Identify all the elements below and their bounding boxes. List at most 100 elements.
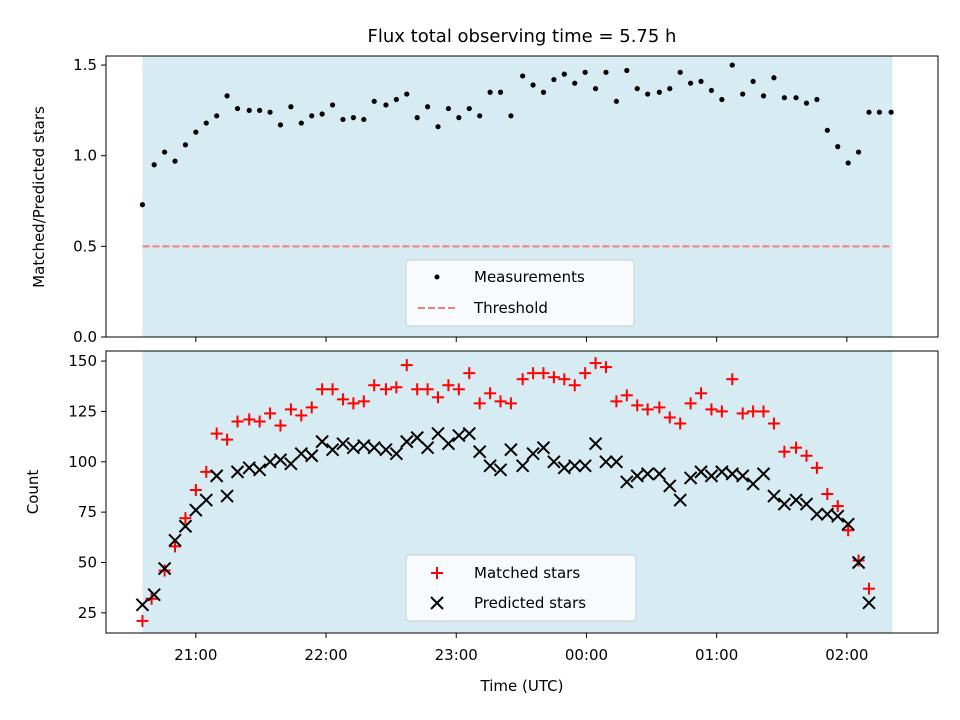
measurement-point [876, 109, 883, 115]
predicted-star-point [462, 426, 476, 441]
matched-star-point [326, 383, 339, 396]
measurement-point [246, 107, 252, 113]
matched-star-point [284, 403, 297, 416]
matched-star-point [778, 445, 791, 458]
measurement-point [613, 98, 619, 104]
measurement-point [350, 115, 356, 121]
bottom-panel-frame [105, 350, 939, 634]
measurement-point [487, 89, 493, 95]
measurement-point [298, 120, 304, 126]
matched-star-point [537, 367, 550, 380]
measurement-point [740, 91, 746, 97]
top-panel-ratio: 0.0 0.5 1.0 1.5 Matched/Predicted stars Mea… [30, 55, 939, 346]
predicted-star-point [325, 442, 340, 457]
measurement-point [729, 62, 735, 68]
y-tick-label: 0.5 [73, 237, 97, 255]
measurement-point [835, 144, 841, 150]
measurement-point [677, 69, 683, 75]
measurement-point [845, 160, 851, 166]
measurement-point [540, 89, 547, 95]
measurement-point [319, 111, 325, 117]
matched-star-point [736, 407, 749, 420]
matched-star-point [695, 387, 708, 400]
predicted-star-point [746, 477, 760, 491]
measurement-point [161, 149, 168, 155]
measurement-point [888, 109, 894, 115]
bottom-legend: Matched stars Predicted stars [405, 554, 637, 622]
measurement-point [561, 71, 567, 77]
top-legend: Measurements Threshold [405, 259, 635, 327]
measurement-point [309, 113, 315, 119]
measurement-point [139, 202, 146, 208]
predicted-star-point [526, 447, 540, 461]
legend-measurements-marker [434, 274, 440, 280]
matched-star-point [579, 367, 592, 380]
measurement-point [582, 69, 588, 75]
x-tick-label: 23:00 [435, 646, 478, 664]
matched-star-point [494, 395, 507, 408]
measurement-point [361, 116, 367, 123]
measurement-point [497, 89, 504, 95]
predicted-star-point [209, 469, 224, 483]
predicted-star-point [336, 436, 350, 451]
matched-star-point [253, 415, 266, 428]
y-tick-label: 25 [78, 604, 97, 622]
matched-star-point [589, 357, 602, 370]
measurement-point [866, 109, 872, 115]
legend-matched-marker [431, 567, 443, 579]
matched-star-point [295, 409, 308, 422]
predicted-star-point [704, 469, 719, 483]
predicted-star-point [799, 497, 814, 511]
matched-star-point [264, 407, 277, 420]
legend-matched-label: Matched stars [474, 564, 580, 582]
predicted-star-point [273, 453, 288, 467]
measurement-point [572, 80, 578, 86]
predicted-star-point [357, 438, 371, 453]
matched-star-point [189, 483, 202, 496]
matched-star-point [790, 441, 803, 454]
measurement-point [182, 142, 189, 148]
predicted-star-point [630, 469, 644, 483]
measurement-point [793, 95, 799, 101]
matched-star-point [368, 379, 381, 392]
measurement-point [445, 105, 452, 112]
measurement-point [224, 93, 230, 99]
measurement-point [530, 82, 536, 88]
measurement-point [624, 67, 630, 74]
predicted-star-point [673, 493, 687, 507]
predicted-star-point [547, 455, 561, 469]
measurement-point [803, 100, 810, 106]
matched-star-point [336, 393, 349, 406]
matched-star-point [400, 359, 413, 372]
x-tick-label: 00:00 [565, 646, 608, 664]
y-tick-label: 150 [68, 352, 97, 370]
predicted-star-point [367, 440, 381, 455]
predicted-star-point [242, 461, 256, 475]
matched-star-point [620, 389, 633, 402]
measurement-point [329, 102, 336, 108]
matched-star-point [136, 614, 149, 627]
matched-star-point [641, 403, 654, 416]
predicted-star-point [599, 455, 613, 469]
matched-star-point [231, 415, 244, 428]
matched-star-point [442, 379, 455, 392]
matched-star-point [705, 403, 718, 416]
matched-star-point [432, 391, 445, 404]
matched-star-point [568, 379, 581, 392]
predicted-star-point [263, 455, 277, 469]
measurement-point [277, 122, 284, 128]
x-tick-label: 02:00 [825, 646, 868, 664]
matched-star-point [243, 413, 256, 426]
measurement-point [456, 115, 462, 121]
predicted-star-point [557, 461, 572, 475]
matched-star-point [390, 381, 403, 394]
predicted-star-point [157, 561, 172, 576]
measurement-point [193, 129, 199, 135]
measurement-point [760, 93, 767, 99]
predicted-star-point [410, 430, 424, 445]
predicted-star-point [578, 459, 592, 473]
matched-star-point [484, 387, 497, 400]
predicted-star-point [252, 463, 267, 477]
matched-star-point [631, 399, 644, 412]
matched-star-point [473, 397, 486, 410]
